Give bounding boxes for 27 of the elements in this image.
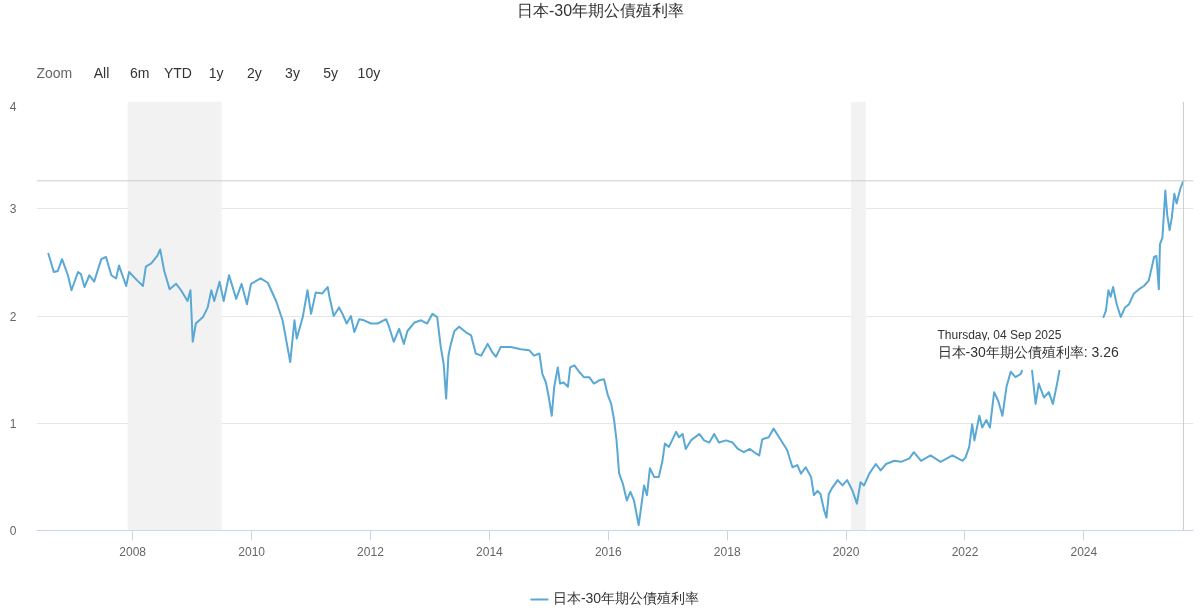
x-tick-label: 2014: [476, 544, 504, 559]
chart-title: 日本-30年期公債殖利率: [516, 2, 685, 19]
text: 3y: [285, 64, 300, 81]
x-tick-label: 2010: [238, 544, 266, 559]
y-tick-label: 1: [9, 416, 17, 431]
legend-label: 日本-30年期公債殖利率: [552, 590, 700, 608]
y-tick-label: 3: [9, 202, 17, 217]
x-tick-label: 2024: [1070, 544, 1098, 559]
x-tick-label: 2012: [357, 544, 385, 559]
text: 5y: [323, 64, 339, 81]
text: 10y: [357, 64, 381, 81]
x-tick-label: 2022: [951, 544, 979, 559]
text: 6m: [129, 64, 150, 81]
x-tick-label: 2016: [594, 544, 622, 559]
text: 1y: [208, 64, 224, 81]
text: 2y: [246, 64, 262, 81]
annotation: 日本-30年期公債殖利率: 3.26: [937, 343, 1119, 360]
annotation: Thursday, 04 Sep 2025: [937, 327, 1062, 342]
text: YTD: [163, 64, 192, 81]
y-tick-label: 0: [9, 524, 17, 538]
text: Zoom: [36, 64, 73, 81]
y-tick-label: 4: [9, 99, 17, 114]
x-tick-label: 2020: [832, 544, 860, 559]
y-tick-label: 2: [9, 309, 17, 324]
x-tick-label: 2008: [119, 544, 147, 559]
x-tick-label: 2018: [713, 544, 741, 559]
text: All: [93, 64, 110, 81]
